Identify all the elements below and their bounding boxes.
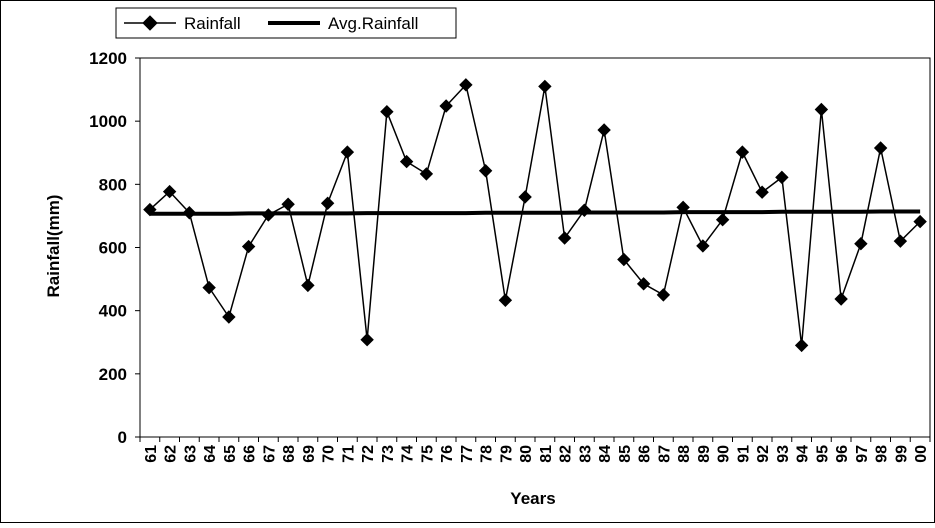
rainfall-point xyxy=(498,293,513,307)
rainfall-point xyxy=(360,333,374,347)
rainfall-line xyxy=(149,84,921,347)
rainfall-point xyxy=(222,310,236,324)
rainfall-point xyxy=(775,170,789,185)
avg-rainfall-line xyxy=(149,209,921,216)
x-tick-label: 87 xyxy=(656,445,673,463)
rainfall-point xyxy=(162,184,177,199)
x-tick-label: 79 xyxy=(498,445,515,463)
x-tick-label: 82 xyxy=(558,445,575,463)
rainfall-point xyxy=(419,167,434,181)
rainfall-point xyxy=(518,190,532,204)
rainfall-point xyxy=(735,145,750,159)
rainfall-point xyxy=(636,277,651,291)
rainfall-point xyxy=(320,196,335,210)
legend-label-avg-rainfall: Avg.Rainfall xyxy=(328,14,418,33)
x-tick-label: 86 xyxy=(637,445,654,463)
x-tick-label: 70 xyxy=(321,445,338,463)
x-tick-label: 75 xyxy=(419,445,436,463)
x-tick-label: 64 xyxy=(202,445,219,463)
rainfall-point xyxy=(301,278,315,293)
x-tick-label: 88 xyxy=(676,445,693,463)
rainfall-point xyxy=(597,123,611,137)
y-tick-label: 400 xyxy=(99,302,127,321)
y-axis-title: Rainfall(mm) xyxy=(44,195,63,298)
rainfall-point xyxy=(241,239,256,254)
x-tick-label: 67 xyxy=(261,445,278,463)
rainfall-point xyxy=(755,185,769,199)
x-tick-label: 99 xyxy=(893,445,910,463)
x-tick-label: 91 xyxy=(735,445,752,463)
rainfall-point xyxy=(834,292,848,306)
x-tick-label: 76 xyxy=(439,445,456,463)
x-tick-label: 00 xyxy=(913,445,930,463)
x-tick-label: 89 xyxy=(696,445,713,463)
x-tick-label: 81 xyxy=(538,445,555,463)
rainfall-point xyxy=(202,280,216,295)
x-tick-label: 98 xyxy=(874,445,891,463)
y-tick-label: 0 xyxy=(118,428,127,447)
x-tick-label: 85 xyxy=(617,445,634,463)
x-tick-label: 96 xyxy=(834,445,851,463)
x-tick-label: 66 xyxy=(242,445,259,463)
x-tick-label: 93 xyxy=(775,445,792,463)
x-tick-label: 74 xyxy=(400,445,417,463)
legend-rainfall-swatch-marker xyxy=(142,15,158,31)
y-tick-label: 1000 xyxy=(89,112,127,131)
x-tick-label: 78 xyxy=(479,445,496,463)
x-tick-label: 77 xyxy=(459,445,476,463)
x-tick-label: 80 xyxy=(518,445,535,463)
rainfall-point xyxy=(281,197,295,211)
x-tick-label: 72 xyxy=(360,445,377,463)
x-tick-label: 62 xyxy=(163,445,180,463)
x-tick-label: 63 xyxy=(182,445,199,463)
legend-label-rainfall: Rainfall xyxy=(184,14,241,33)
x-tick-label: 73 xyxy=(380,445,397,463)
x-tick-label: 69 xyxy=(301,445,318,463)
rainfall-point xyxy=(478,164,493,178)
rainfall-point xyxy=(814,102,829,117)
rainfall-point xyxy=(399,154,414,169)
x-tick-label: 84 xyxy=(597,445,614,463)
x-tick-label: 97 xyxy=(854,445,871,463)
x-tick-label: 68 xyxy=(281,445,298,463)
plot-area xyxy=(139,57,931,438)
x-tick-label: 65 xyxy=(222,445,239,463)
rainfall-point xyxy=(873,141,888,155)
rainfall-point xyxy=(439,99,453,113)
x-tick-label: 61 xyxy=(143,445,160,463)
x-axis-title: Years xyxy=(510,489,555,508)
x-tick-label: 83 xyxy=(577,445,594,463)
rainfall-point xyxy=(794,338,809,353)
rainfall-point xyxy=(656,288,671,302)
y-tick-label: 1200 xyxy=(89,49,127,68)
rainfall-point xyxy=(854,237,868,251)
rainfall-point xyxy=(557,231,572,245)
rainfall-point xyxy=(617,252,631,267)
rainfall-point xyxy=(538,79,552,94)
rainfall-point xyxy=(459,78,473,92)
rainfall-point xyxy=(340,145,355,159)
rainfall-point xyxy=(913,214,927,229)
x-tick-label: 71 xyxy=(340,445,357,463)
x-tick-label: 92 xyxy=(755,445,772,463)
rainfall-point xyxy=(715,212,730,227)
x-tick-label: 94 xyxy=(795,445,812,463)
y-tick-label: 600 xyxy=(99,239,127,258)
x-tick-label: 95 xyxy=(814,445,831,463)
x-tick-label: 90 xyxy=(716,445,733,463)
y-tick-label: 800 xyxy=(99,175,127,194)
rainfall-point xyxy=(696,239,710,253)
y-tick-label: 200 xyxy=(99,365,127,384)
rainfall-point xyxy=(380,104,394,119)
rainfall-point xyxy=(893,234,908,248)
